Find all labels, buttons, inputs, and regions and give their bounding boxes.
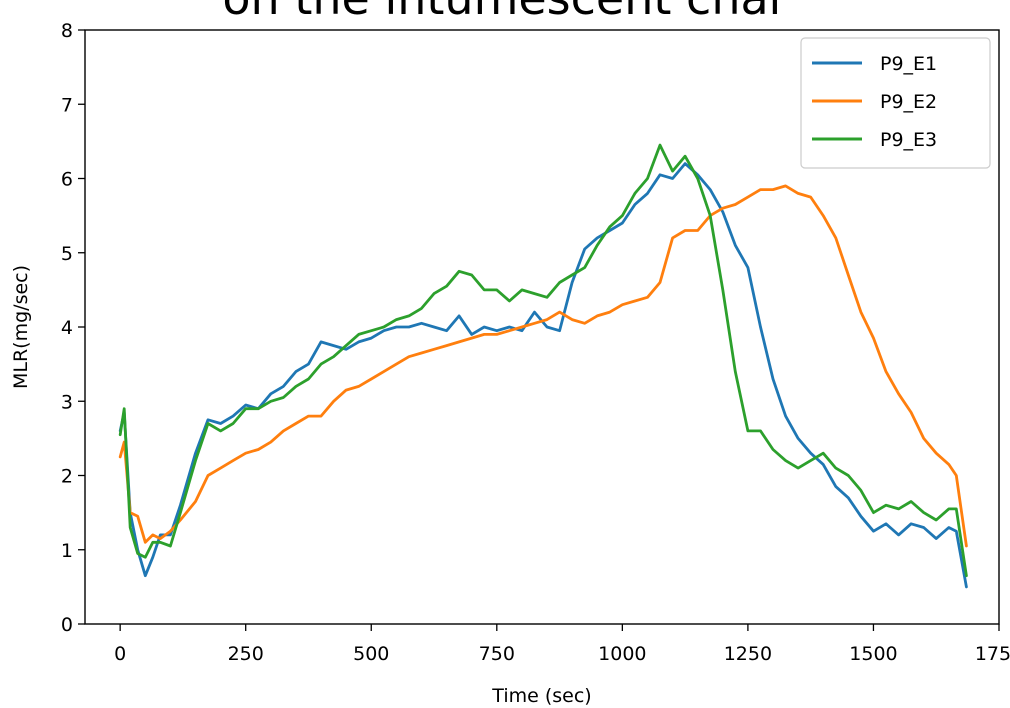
x-tick-label: 0: [114, 643, 126, 665]
y-tick-label: 4: [61, 317, 73, 339]
y-ticks: 0 1 2 3 4 5 6 7 8: [61, 20, 85, 636]
x-tick-label: 1250: [724, 643, 772, 665]
y-tick-label: 0: [61, 614, 73, 636]
x-tick-label: 1500: [849, 643, 897, 665]
legend-label: P9_E1: [880, 53, 937, 75]
x-tick-label: 250: [228, 643, 264, 665]
y-axis-label: MLR(mg/sec): [10, 265, 32, 389]
y-tick-label: 1: [61, 540, 73, 562]
plot-layer: [118, 143, 968, 589]
series-line-p9-e1: [118, 162, 968, 589]
y-tick-label: 7: [61, 94, 73, 116]
x-tick-label: 500: [353, 643, 389, 665]
series-line-p9-e3: [118, 143, 968, 578]
y-tick-label: 8: [61, 20, 73, 42]
legend: P9_E1 P9_E2 P9_E3: [800, 37, 991, 169]
y-tick-label: 5: [61, 243, 73, 265]
y-tick-label: 2: [61, 466, 73, 488]
y-tick-label: 3: [61, 391, 73, 413]
y-tick-label: 6: [61, 169, 73, 191]
chart-title: on the intumescent char: [222, 0, 787, 25]
axes-frame: [84, 29, 1000, 625]
series-line-p9-e2: [118, 184, 968, 548]
legend-label: P9_E2: [880, 91, 937, 113]
legend-items: P9_E1 P9_E2 P9_E3: [812, 53, 937, 151]
legend-label: P9_E3: [880, 129, 937, 151]
x-tick-label: 1000: [598, 643, 646, 665]
x-tick-label: 750: [479, 643, 515, 665]
x-axis-label: Time (sec): [491, 685, 591, 707]
legend-box: [800, 37, 991, 169]
